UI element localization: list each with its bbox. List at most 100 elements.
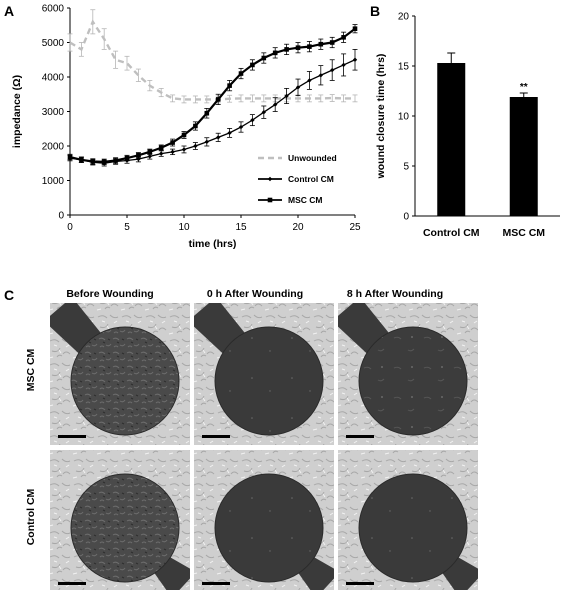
data-point	[90, 159, 96, 164]
impedance-y-axis-label: impedance (Ω)	[11, 75, 23, 148]
data-point	[124, 155, 130, 161]
significance-annotation: **	[520, 82, 528, 93]
impedance-x-tick-label: 5	[124, 222, 130, 233]
bar-group-msc-cm: MSC CM **	[502, 82, 545, 239]
data-point	[272, 50, 278, 56]
msc-8h-micrograph	[338, 303, 478, 445]
legend-label: MSC CM	[288, 195, 322, 205]
control-8h-micrograph	[338, 450, 478, 592]
scale-bar	[202, 435, 230, 438]
data-point	[261, 55, 267, 61]
bar	[509, 97, 538, 216]
data-point	[136, 153, 141, 158]
data-point	[215, 97, 221, 102]
data-point	[238, 71, 244, 76]
wound-closure-bars: Control CM MSC CM **	[423, 52, 545, 239]
wound-closure-y-tick-label: 5	[403, 162, 409, 173]
impedance-x-tick-label: 0	[67, 222, 73, 233]
data-point	[318, 73, 323, 78]
data-point	[307, 78, 312, 83]
data-point	[113, 158, 118, 163]
wound-closure-y-axis-label: wound closure time (hrs)	[375, 54, 387, 180]
column-header-before-wounding: Before Wounding	[66, 288, 153, 300]
column-header-8h-after-wounding: 8 h After Wounding	[347, 288, 443, 300]
data-point	[193, 143, 198, 149]
scale-bar	[58, 582, 86, 585]
data-point	[352, 57, 358, 62]
column-header-0h-after-wounding: 0 h After Wounding	[207, 288, 303, 300]
data-point	[170, 149, 175, 155]
data-point	[67, 154, 73, 160]
electrode-disk	[214, 473, 324, 583]
impedance-y-tick-label: 4000	[42, 73, 65, 84]
data-point	[250, 62, 255, 68]
msc-before-micrograph	[50, 303, 190, 445]
electrode-disk	[70, 473, 180, 583]
wound-closure-y-tick-label: 20	[398, 12, 410, 23]
series-unwounded	[67, 9, 358, 104]
bar	[437, 63, 466, 216]
electrode-disk	[214, 326, 324, 436]
control-0h-micrograph	[194, 450, 334, 592]
micrograph-content	[50, 303, 190, 445]
impedance-x-tick-label: 20	[292, 222, 304, 233]
bar-group-control-cm: Control CM	[423, 52, 480, 239]
data-point	[307, 44, 312, 49]
wound-closure-y-tick-label: 15	[398, 62, 410, 73]
data-point	[284, 47, 289, 52]
impedance-x-tick-label: 10	[178, 222, 190, 233]
scale-bar	[202, 582, 230, 585]
impedance-x-tick-label: 15	[235, 222, 247, 233]
data-point	[204, 110, 210, 116]
wound-closure-y-tick-label: 0	[403, 212, 409, 223]
row-header-control-cm: Control CM	[25, 488, 37, 545]
data-point	[181, 147, 187, 152]
impedance-y-tick-label: 2000	[42, 142, 65, 153]
micrograph-content	[194, 450, 334, 592]
impedance-y-tick-label: 5000	[42, 38, 65, 49]
data-point	[329, 40, 335, 45]
impedance-y-tick-label: 6000	[42, 4, 65, 15]
data-point	[147, 149, 153, 155]
micrograph-content	[50, 450, 190, 592]
series-line	[69, 59, 356, 164]
panel-letter-b: B	[370, 3, 380, 19]
micrograph-images	[50, 303, 478, 592]
data-point	[295, 85, 301, 90]
data-point	[227, 83, 232, 88]
data-point	[147, 154, 152, 159]
impedance-y-tick-label: 1000	[42, 176, 65, 187]
data-point	[250, 117, 255, 123]
data-point	[330, 67, 335, 73]
legend-item-unwounded: Unwounded	[258, 153, 337, 163]
bar-category-label: MSC CM	[502, 227, 545, 239]
data-point	[159, 151, 164, 156]
data-point	[352, 26, 358, 31]
impedance-series	[67, 9, 358, 167]
data-point	[295, 45, 301, 50]
micrograph-grid: Before Wounding 0 h After Wounding 8 h A…	[25, 288, 478, 592]
data-point	[341, 35, 346, 40]
impedance-y-tick-label: 0	[58, 211, 64, 222]
legend-label: Control CM	[288, 174, 334, 184]
impedance-line-chart: 0 1000 2000 3000 4000 5000 6000 0 5 10 15 20 25 Unwo…	[11, 4, 361, 251]
row-header-msc-cm: MSC CM	[25, 348, 37, 391]
data-point	[227, 130, 232, 136]
legend-label: Unwounded	[288, 153, 337, 163]
data-point	[318, 41, 324, 47]
data-point	[216, 135, 221, 140]
series-line	[69, 19, 355, 101]
legend-item-control-cm: Control CM	[258, 174, 334, 184]
data-point	[273, 102, 278, 107]
impedance-legend: Unwounded Control CM MSC CM	[258, 153, 337, 205]
data-point	[158, 145, 164, 151]
electrode-disk	[358, 326, 468, 436]
data-point	[261, 109, 266, 115]
data-point	[170, 140, 175, 145]
scale-bar	[346, 435, 374, 438]
msc-0h-micrograph	[194, 303, 334, 445]
scale-bar	[58, 435, 86, 438]
legend-marker	[267, 197, 273, 203]
bar-category-label: Control CM	[423, 227, 480, 239]
